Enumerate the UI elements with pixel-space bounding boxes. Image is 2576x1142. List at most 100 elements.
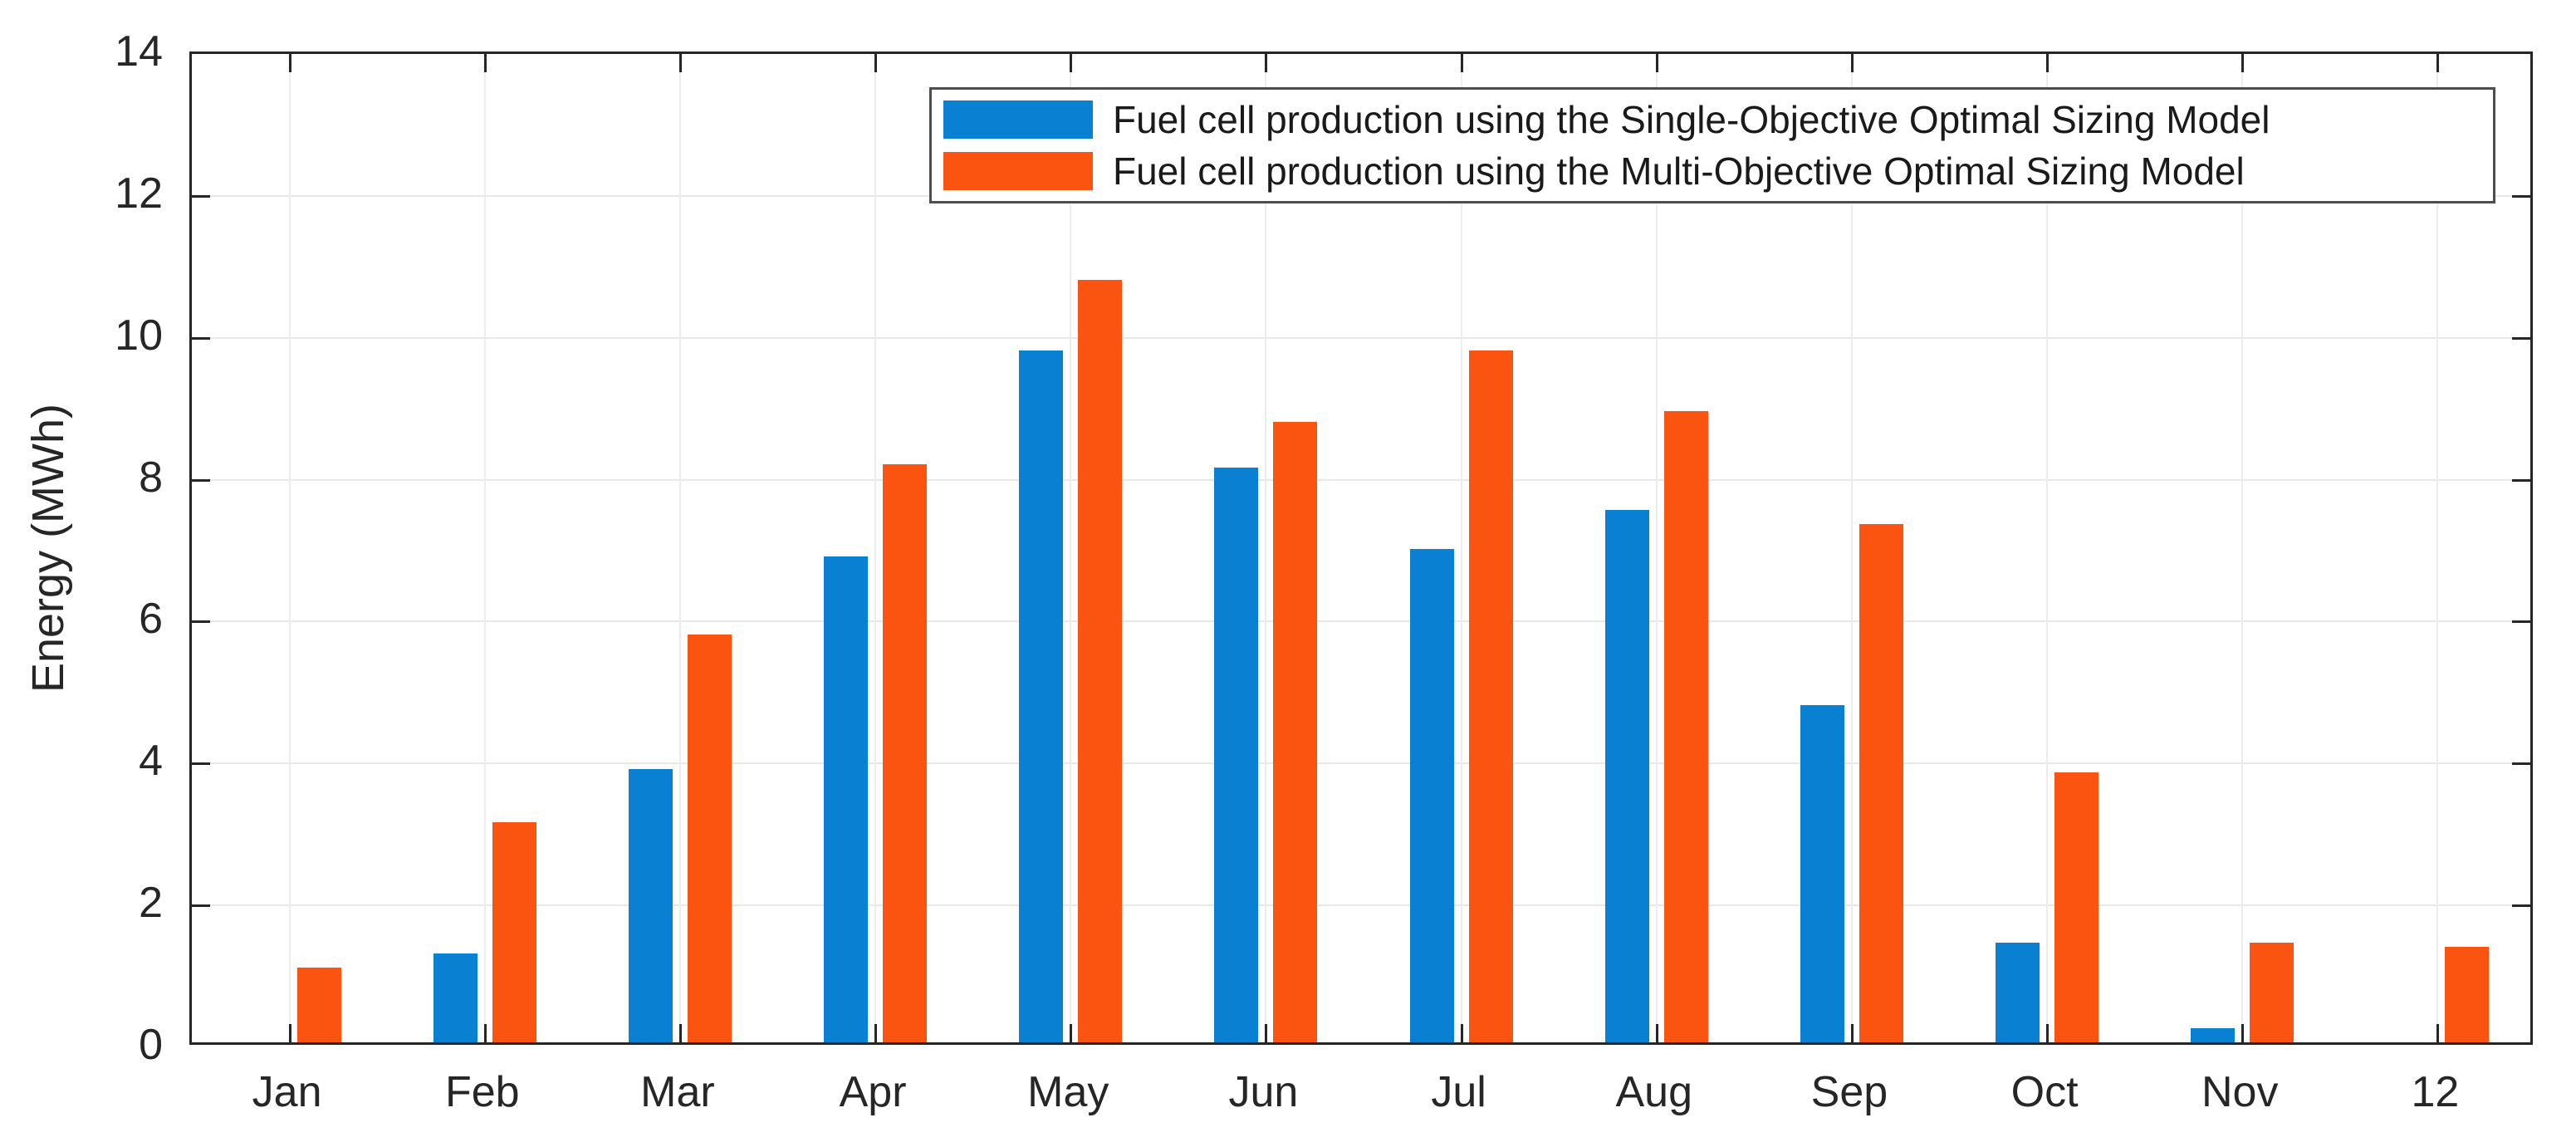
y-tick-mark xyxy=(2512,904,2530,908)
y-tick-label-0: 0 xyxy=(139,1021,163,1069)
bar-multi-objective-Oct xyxy=(2054,772,2099,1042)
bar-multi-objective-Feb xyxy=(492,822,536,1042)
x-tick-mark xyxy=(1655,54,1658,72)
x-tick-mark xyxy=(678,54,682,72)
y-tick-label-6: 6 xyxy=(139,595,163,644)
y-tick-mark xyxy=(192,478,210,482)
legend-label-multi-objective: Fuel cell production using the Multi-Obj… xyxy=(1113,149,2245,194)
bar-single-objective-Jul xyxy=(1409,549,1454,1042)
y-axis-label: Energy (MWh) xyxy=(23,403,73,694)
x-tick-mark xyxy=(874,1024,878,1042)
bar-single-objective-Apr xyxy=(824,556,869,1042)
gridline-y-10 xyxy=(192,336,2530,339)
bar-single-objective-Sep xyxy=(1800,705,1844,1042)
y-tick-mark xyxy=(2512,194,2530,198)
x-tick-mark xyxy=(1070,1024,1073,1042)
plot-area: Fuel cell production using the Single-Ob… xyxy=(189,51,2533,1045)
y-tick-label-4: 4 xyxy=(139,737,163,786)
y-tick-mark xyxy=(192,620,210,624)
x-tick-mark xyxy=(1265,54,1268,72)
gridline-y-4 xyxy=(192,762,2530,765)
x-tick-label-Oct: Oct xyxy=(2010,1068,2079,1116)
x-tick-mark xyxy=(1460,1024,1463,1042)
bar-multi-objective-Jun xyxy=(1273,421,1318,1042)
legend-swatch-blue xyxy=(943,100,1093,139)
y-tick-mark xyxy=(2512,336,2530,340)
x-tick-mark xyxy=(2046,1024,2050,1042)
x-tick-label-Nov: Nov xyxy=(2201,1068,2279,1116)
gridline-y-2 xyxy=(192,904,2530,907)
legend-label-single-objective: Fuel cell production using the Single-Ob… xyxy=(1113,97,2270,141)
y-tick-label-2: 2 xyxy=(139,879,163,928)
x-tick-label-Sep: Sep xyxy=(1810,1068,1888,1116)
legend-item-multi-objective: Fuel cell production using the Multi-Obj… xyxy=(943,149,2493,194)
bar-single-objective-May xyxy=(1019,350,1064,1042)
x-tick-mark xyxy=(2436,1024,2440,1042)
bar-single-objective-Mar xyxy=(628,769,673,1042)
y-tick-mark xyxy=(192,904,210,908)
x-tick-mark xyxy=(1850,54,1854,72)
x-tick-label-Jan: Jan xyxy=(252,1068,322,1116)
x-tick-label-Jun: Jun xyxy=(1228,1068,1299,1116)
x-tick-mark xyxy=(1265,1024,1268,1042)
x-tick-mark xyxy=(1460,54,1463,72)
bar-single-objective-Aug xyxy=(1604,510,1649,1042)
gridline-x-Mar xyxy=(678,54,681,1042)
x-tick-mark xyxy=(1850,1024,1854,1042)
x-tick-mark xyxy=(874,54,878,72)
x-tick-label-Mar: Mar xyxy=(640,1068,715,1116)
bar-single-objective-Oct xyxy=(1996,943,2040,1042)
gridline-x-May xyxy=(1070,54,1072,1042)
bar-multi-objective-Jul xyxy=(1468,350,1513,1042)
x-tick-label-Apr: Apr xyxy=(839,1068,907,1116)
bar-multi-objective-Aug xyxy=(1663,410,1708,1042)
bar-single-objective-Nov xyxy=(2191,1027,2236,1042)
x-tick-mark xyxy=(1070,54,1073,72)
legend: Fuel cell production using the Single-Ob… xyxy=(929,87,2495,203)
gridline-x-Sep xyxy=(1850,54,1853,1042)
bar-single-objective-Jun xyxy=(1214,468,1259,1042)
bar-single-objective-Feb xyxy=(433,953,477,1042)
y-tick-mark xyxy=(2512,620,2530,624)
y-tick-mark xyxy=(192,336,210,340)
x-tick-mark xyxy=(288,54,291,72)
y-tick-label-10: 10 xyxy=(115,311,163,360)
x-tick-label-12: 12 xyxy=(2411,1068,2460,1116)
y-tick-mark xyxy=(2512,762,2530,766)
y-tick-mark xyxy=(192,194,210,198)
gridline-x-Jun xyxy=(1265,54,1267,1042)
x-tick-mark xyxy=(2046,54,2050,72)
x-tick-mark xyxy=(288,1024,291,1042)
gridline-y-8 xyxy=(192,478,2530,481)
bar-multi-objective-Sep xyxy=(1859,524,1903,1042)
bar-multi-objective-Jan xyxy=(296,968,341,1042)
x-tick-mark xyxy=(2436,54,2440,72)
bar-multi-objective-Apr xyxy=(883,463,928,1042)
gridline-y-6 xyxy=(192,620,2530,623)
gridline-x-Feb xyxy=(483,54,486,1042)
y-tick-mark xyxy=(2512,478,2530,482)
y-tick-label-8: 8 xyxy=(139,453,163,502)
x-tick-label-May: May xyxy=(1027,1068,1109,1116)
gridline-x-Jan xyxy=(288,54,291,1042)
bar-multi-objective-12 xyxy=(2445,946,2490,1042)
gridline-x-Apr xyxy=(874,54,877,1042)
bar-multi-objective-May xyxy=(1078,279,1123,1042)
x-tick-label-Jul: Jul xyxy=(1431,1068,1486,1116)
x-tick-label-Feb: Feb xyxy=(444,1068,520,1116)
gridline-x-12 xyxy=(2436,54,2439,1042)
x-tick-mark xyxy=(483,54,487,72)
x-tick-mark xyxy=(678,1024,682,1042)
gridline-x-Nov xyxy=(2241,54,2244,1042)
legend-swatch-orange xyxy=(943,152,1093,191)
y-tick-mark xyxy=(192,762,210,766)
bar-multi-objective-Nov xyxy=(2250,943,2294,1042)
gridline-x-Aug xyxy=(1655,54,1658,1042)
x-tick-label-Aug: Aug xyxy=(1615,1068,1693,1116)
gridline-x-Oct xyxy=(2046,54,2049,1042)
y-tick-label-14: 14 xyxy=(115,27,163,76)
x-tick-mark xyxy=(2241,1024,2245,1042)
x-tick-mark xyxy=(2241,54,2245,72)
y-tick-label-12: 12 xyxy=(115,169,163,218)
